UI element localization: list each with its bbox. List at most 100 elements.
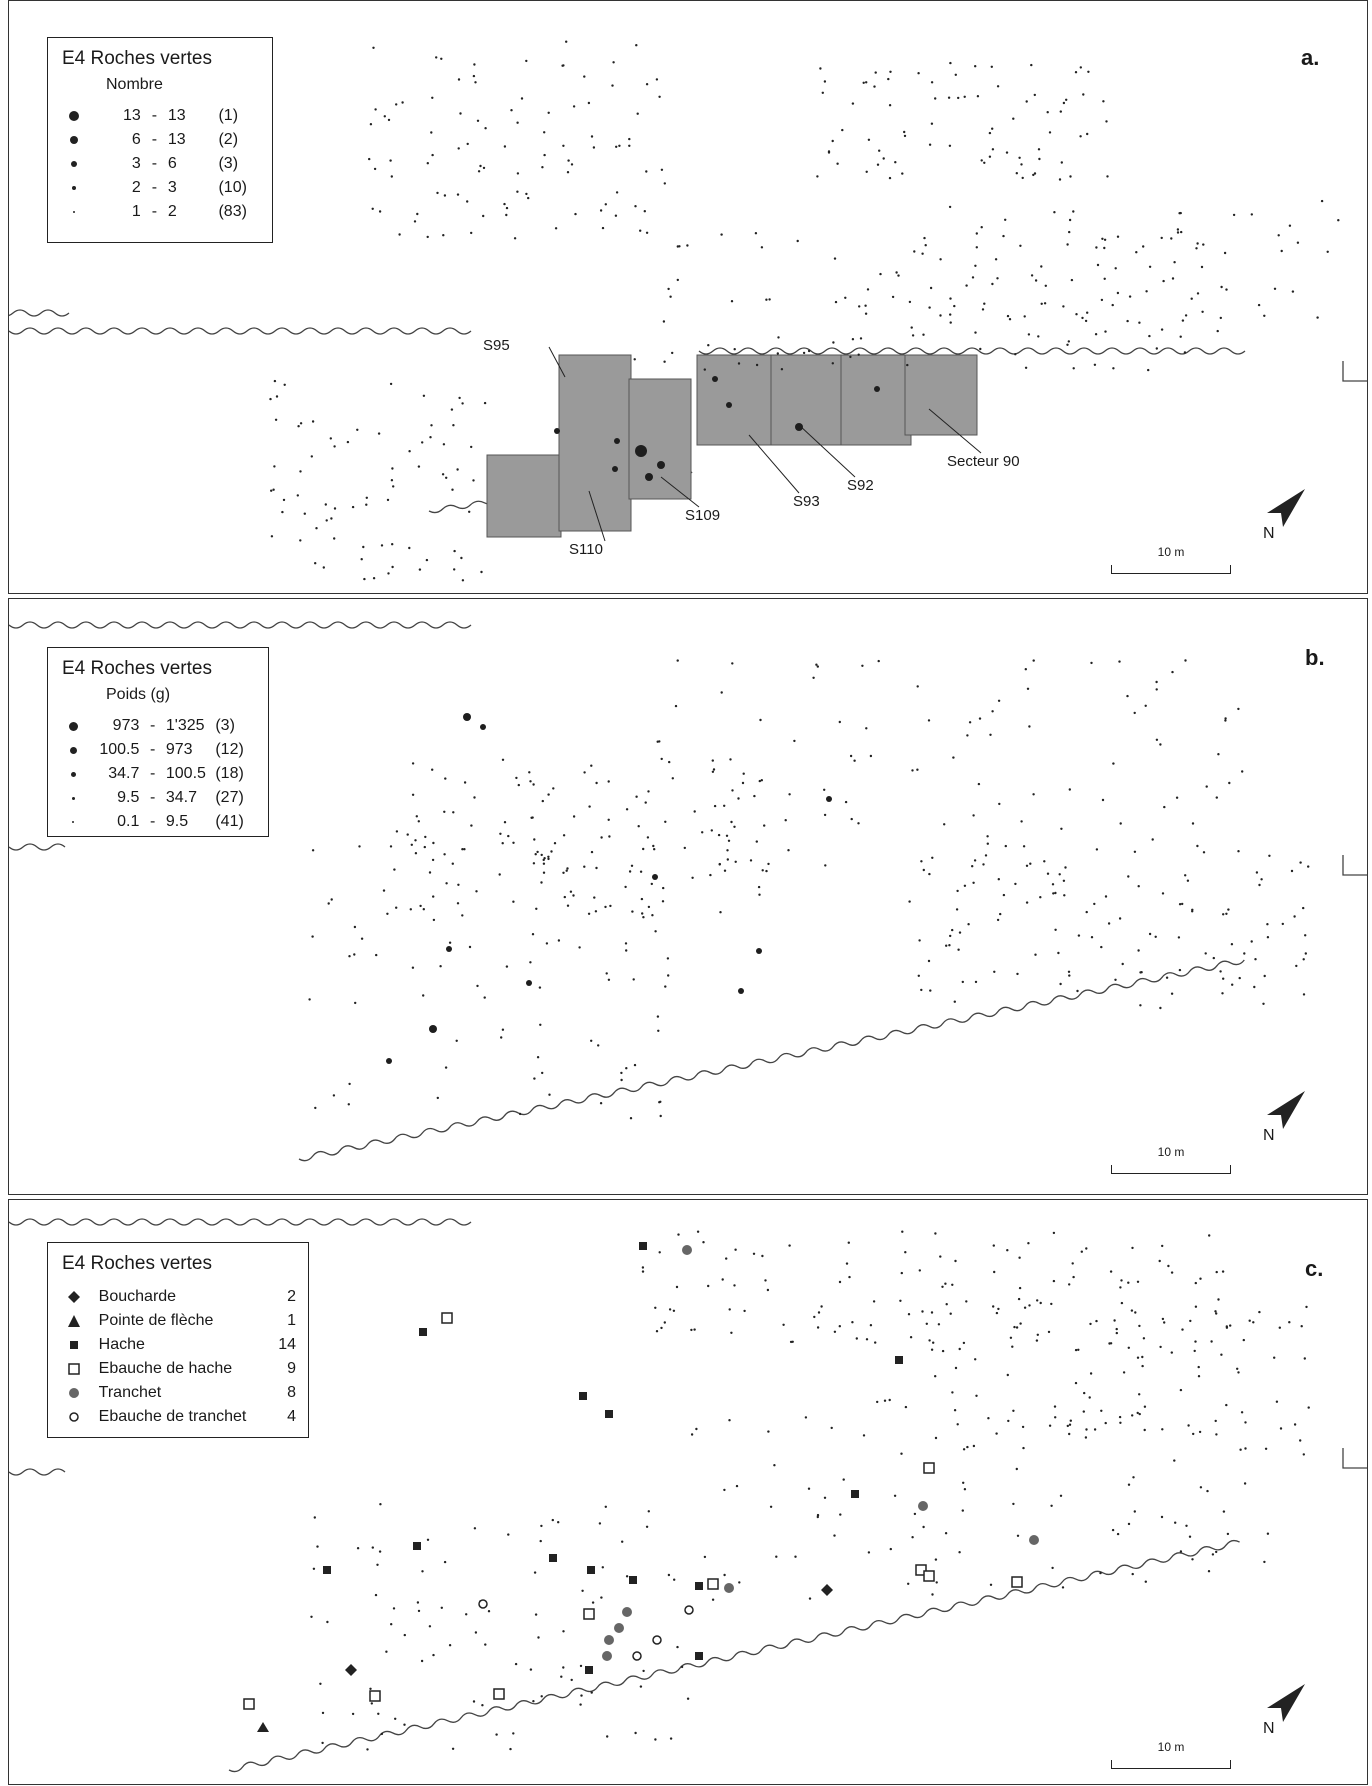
find-dot <box>1012 117 1015 120</box>
find-dot <box>1027 333 1031 336</box>
find-dot <box>606 1735 609 1738</box>
find-dot <box>758 779 761 783</box>
find-dot <box>954 1366 958 1370</box>
boucharde-symbol <box>821 1584 833 1596</box>
class-low: 0.1 <box>117 813 140 830</box>
find-dot <box>472 1700 476 1703</box>
find-dot <box>299 470 302 473</box>
find-dot <box>460 556 463 560</box>
find-dot <box>1136 1280 1140 1283</box>
find-dot <box>453 549 456 553</box>
find-dot <box>793 739 796 743</box>
find-dot <box>925 1322 928 1325</box>
find-dot <box>1039 1301 1042 1305</box>
hache-symbol <box>579 1392 587 1400</box>
find-dot <box>1186 879 1190 882</box>
scale-label: 10 m <box>1157 1145 1185 1159</box>
find-dot <box>1093 1428 1097 1431</box>
find-dot <box>1014 882 1017 886</box>
find-dot <box>869 1324 873 1327</box>
legend-tool-types: E4 Roches vertes Boucharde 2 Pointe de fl… <box>47 1242 309 1438</box>
find-dot <box>1026 687 1030 690</box>
find-dot <box>998 802 1001 806</box>
find-dot <box>1111 1528 1115 1532</box>
find-dot <box>443 810 446 813</box>
find-dot <box>652 844 655 848</box>
class-count: (27) <box>215 789 244 806</box>
find-dot <box>366 1748 369 1751</box>
find-dot <box>1220 1353 1223 1356</box>
find-dot <box>1023 1306 1027 1309</box>
find-dot <box>1118 660 1121 663</box>
find-dot <box>1052 1279 1056 1283</box>
find-dot <box>1070 278 1074 282</box>
find-dot <box>710 829 713 832</box>
palisade-line <box>9 327 472 335</box>
find-dot <box>445 476 448 479</box>
find-dot <box>1043 302 1047 305</box>
find-dot <box>1199 1486 1203 1489</box>
find-dot-large <box>738 988 744 994</box>
find-dot <box>1030 274 1034 277</box>
find-dot <box>1030 63 1033 67</box>
find-dot <box>945 944 948 947</box>
find-dot <box>1036 1333 1040 1336</box>
find-dot <box>991 148 995 151</box>
find-dot <box>641 1270 645 1273</box>
find-dot <box>432 1653 435 1657</box>
find-dot <box>436 191 439 195</box>
find-dot <box>422 908 425 911</box>
find-dot <box>1167 1264 1170 1268</box>
find-dot <box>671 351 674 355</box>
find-dot <box>1064 866 1067 869</box>
find-dot <box>776 352 779 355</box>
find-dot <box>634 205 637 208</box>
find-dot <box>775 1555 778 1558</box>
find-dot <box>348 955 351 958</box>
find-dot <box>456 468 459 471</box>
find-dot <box>1105 120 1108 123</box>
find-dot <box>1130 1309 1134 1312</box>
find-dot <box>656 1015 660 1018</box>
find-dot <box>1046 872 1050 875</box>
find-dot <box>583 865 586 868</box>
find-dot <box>894 161 897 164</box>
north-arrow-icon <box>1267 489 1305 527</box>
find-dot <box>943 823 946 826</box>
find-dot <box>849 355 852 359</box>
find-dot <box>547 857 550 861</box>
find-dot <box>1237 707 1240 711</box>
find-dot <box>842 1478 845 1481</box>
find-dot-large <box>726 402 732 408</box>
find-dot <box>362 545 365 549</box>
find-dot <box>463 848 466 851</box>
find-dot <box>1277 234 1280 237</box>
find-dot <box>788 793 791 796</box>
find-dot <box>1253 985 1256 989</box>
find-dot <box>1006 1373 1009 1377</box>
find-dot <box>395 906 398 909</box>
find-dot <box>532 1700 535 1703</box>
find-dot <box>693 1328 696 1331</box>
find-dot <box>662 320 666 323</box>
find-dot <box>1095 246 1098 249</box>
find-dot <box>1113 1319 1116 1322</box>
find-dot <box>553 842 557 845</box>
find-dot <box>808 1597 812 1600</box>
find-dot <box>448 941 452 944</box>
hache-symbol <box>695 1582 703 1590</box>
find-dot <box>356 1547 360 1550</box>
find-dot <box>1004 844 1007 848</box>
find-dot <box>1075 313 1078 316</box>
find-dot <box>1063 894 1066 897</box>
find-dot <box>641 912 644 915</box>
dot-symbol-icon <box>72 211 75 213</box>
find-dot <box>668 1308 672 1311</box>
find-dot <box>669 295 672 298</box>
find-dot <box>322 566 325 569</box>
find-dot <box>766 1288 770 1292</box>
find-dot <box>578 946 581 949</box>
find-dot <box>310 1615 313 1618</box>
find-dot <box>951 928 954 932</box>
ebauche-hache-symbol <box>915 1564 927 1576</box>
